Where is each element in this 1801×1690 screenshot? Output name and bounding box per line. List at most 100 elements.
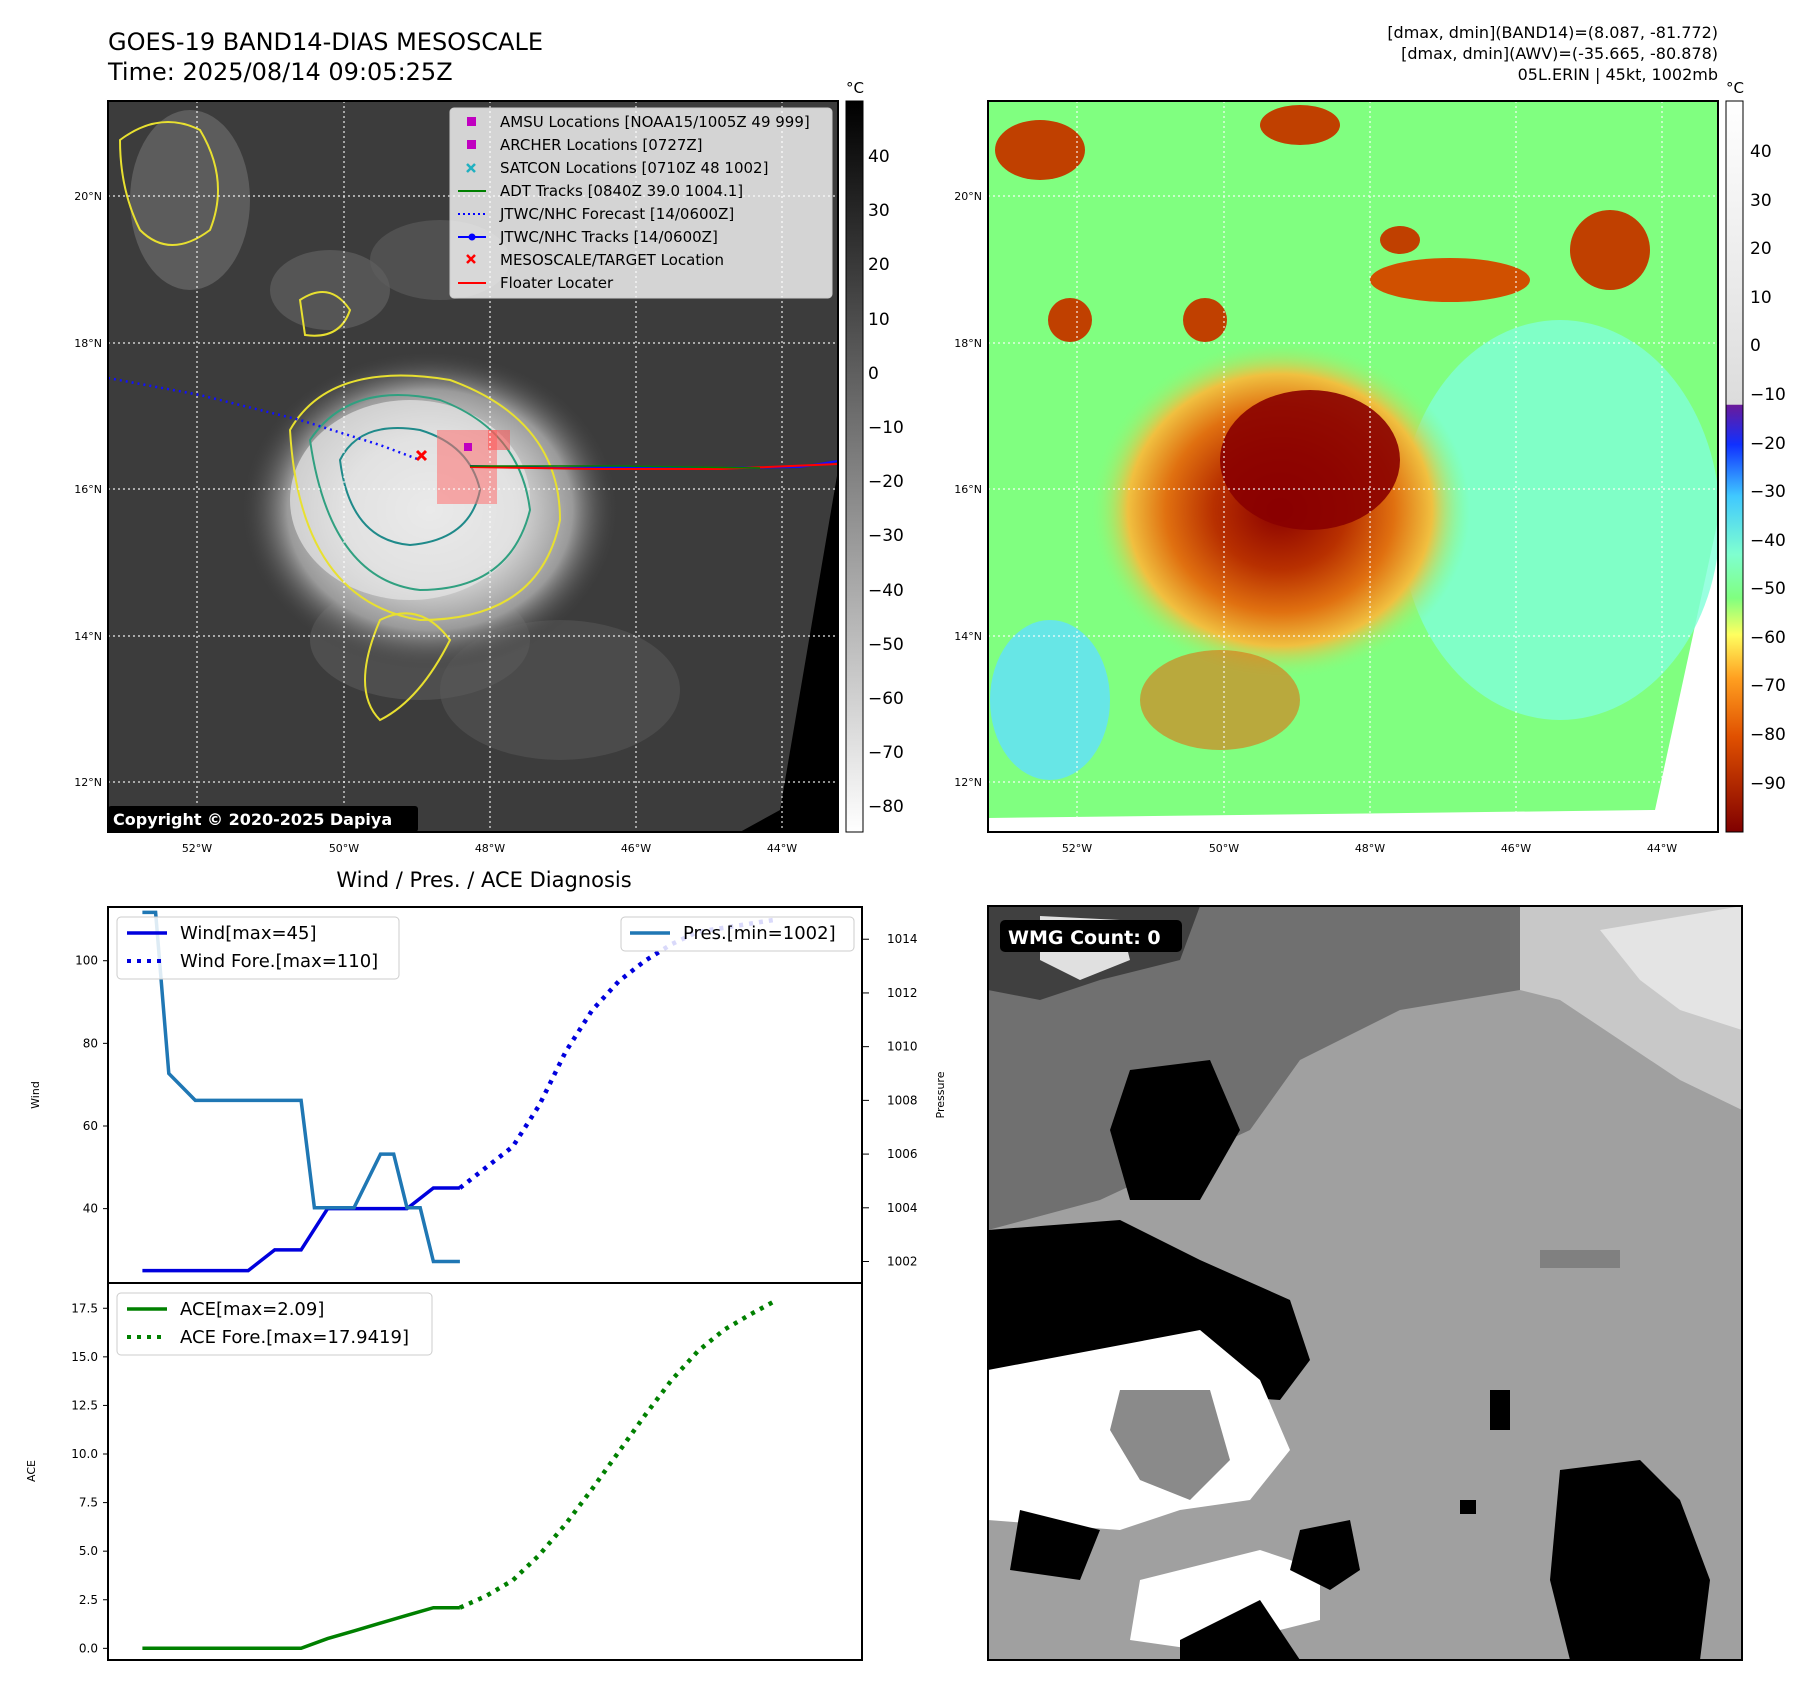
figure-time: Time: 2025/08/14 09:05:25Z	[107, 58, 453, 86]
svg-text:20°N: 20°N	[74, 190, 102, 203]
ace-ticks: 0.0 2.5 5.0 7.5 10.0 12.5 15.0 17.5	[71, 1301, 108, 1655]
target-marker	[415, 449, 428, 462]
svg-text:46°W: 46°W	[621, 842, 651, 855]
ir-lon-labels: 52°W 50°W 48°W 46°W 44°W	[182, 842, 797, 855]
ace-tick-15: 15.0	[71, 1350, 98, 1364]
pressure-legend: Pres.[min=1002]	[620, 916, 855, 952]
svg-text:10: 10	[1750, 288, 1772, 308]
forecast-track-line	[107, 376, 421, 462]
ace-tick-17.5: 17.5	[71, 1301, 98, 1315]
ace-legend: ACE[max=2.09] ACE Fore.[max=17.9419]	[116, 1292, 433, 1356]
svg-text:−40: −40	[1750, 531, 1786, 551]
svg-text:−10: −10	[1750, 385, 1786, 405]
svg-text:12°N: 12°N	[74, 776, 102, 789]
svg-text:18°N: 18°N	[954, 337, 982, 350]
ace-axis-label: ACE	[25, 1460, 38, 1482]
svg-text:−50: −50	[1750, 579, 1786, 599]
legend-adt: ADT Tracks [0840Z 39.0 1004.1]	[500, 182, 743, 200]
legend-floater: Floater Locater	[500, 274, 614, 292]
wind-axis-label: Wind	[29, 1081, 42, 1109]
svg-text:−10: −10	[868, 418, 904, 438]
pres-tick-1002: 1002	[887, 1255, 918, 1269]
figure-title: GOES-19 BAND14-DIAS MESOSCALE	[108, 28, 543, 56]
storm-info: 05L.ERIN | 45kt, 1002mb	[1518, 65, 1718, 84]
svg-text:52°W: 52°W	[1062, 842, 1092, 855]
svg-text:44°W: 44°W	[767, 842, 797, 855]
wmg-count: WMG Count: 0	[1008, 927, 1161, 949]
awv-colorbar-unit: °C	[1726, 79, 1744, 97]
adt-track-line	[470, 465, 761, 469]
svg-text:12°N: 12°N	[954, 776, 982, 789]
svg-text:−60: −60	[1750, 628, 1786, 648]
legend-ace: ACE[max=2.09]	[180, 1299, 324, 1320]
svg-text:−40: −40	[868, 581, 904, 601]
svg-text:−20: −20	[868, 472, 904, 492]
legend-archer-icon	[467, 140, 476, 149]
wind-tick-40: 40	[83, 1202, 98, 1216]
svg-text:16°N: 16°N	[74, 483, 102, 496]
legend-tracks: JTWC/NHC Tracks [14/0600Z]	[499, 228, 718, 246]
svg-text:−70: −70	[1750, 676, 1786, 696]
svg-text:0: 0	[868, 364, 879, 384]
legend-target: MESOSCALE/TARGET Location	[500, 251, 724, 269]
svg-text:40: 40	[1750, 142, 1772, 162]
diagnosis-title: Wind / Pres. / ACE Diagnosis	[336, 868, 631, 892]
svg-text:40: 40	[868, 147, 890, 167]
legend-target-icon	[466, 254, 476, 264]
awv-lon-labels: 52°W 50°W 48°W 46°W 44°W	[1062, 842, 1677, 855]
svg-text:−70: −70	[868, 743, 904, 763]
svg-text:14°N: 14°N	[954, 630, 982, 643]
svg-text:0: 0	[1750, 336, 1761, 356]
awv-lat-labels: 20°N 18°N 16°N 14°N 12°N	[954, 190, 982, 789]
svg-text:50°W: 50°W	[329, 842, 359, 855]
wind-legend: Wind[max=45] Wind Fore.[max=110]	[116, 916, 400, 980]
ace-tick-0: 0.0	[79, 1641, 98, 1655]
legend-ace-fore: ACE Fore.[max=17.9419]	[180, 1327, 409, 1348]
svg-text:−90: −90	[1750, 774, 1786, 794]
svg-text:48°W: 48°W	[1355, 842, 1385, 855]
svg-text:−60: −60	[868, 689, 904, 709]
svg-text:30: 30	[868, 201, 890, 221]
awv-map-panel: 20°N 18°N 16°N 14°N 12°N 52°W 50°W 48°W …	[954, 79, 1786, 855]
wmg-panel: WMG Count: 0	[987, 905, 1743, 1661]
legend-archer: ARCHER Locations [0727Z]	[500, 136, 703, 154]
ace-tick-12.5: 12.5	[71, 1398, 98, 1412]
pres-tick-1008: 1008	[887, 1093, 918, 1107]
legend-forecast: JTWC/NHC Forecast [14/0600Z]	[499, 205, 734, 223]
svg-text:20°N: 20°N	[954, 190, 982, 203]
svg-text:16°N: 16°N	[954, 483, 982, 496]
ace-tick-10: 10.0	[71, 1447, 98, 1461]
amsu-marker	[464, 443, 472, 451]
wind-tick-60: 60	[83, 1119, 98, 1133]
wmg-badge	[1000, 920, 1182, 952]
legend-satcon-icon	[466, 163, 476, 173]
pres-tick-1006: 1006	[887, 1147, 918, 1161]
ir-map-panel: AMSU Locations [NOAA15/1005Z 49 999] ARC…	[74, 79, 904, 855]
ir-lat-labels: 20°N 18°N 16°N 14°N 12°N	[74, 190, 102, 789]
svg-text:−80: −80	[868, 797, 904, 817]
ace-tick-7.5: 7.5	[79, 1496, 98, 1510]
svg-text:10: 10	[868, 310, 890, 330]
ace-chart: ACE 0.0 2.5 5.0 7.5 10.0 12.5 15.0 17.5 …	[25, 1282, 863, 1661]
svg-text:−50: −50	[868, 635, 904, 655]
legend-satcon: SATCON Locations [0710Z 48 1002]	[500, 159, 768, 177]
svg-text:50°W: 50°W	[1209, 842, 1239, 855]
legend-pres: Pres.[min=1002]	[683, 923, 836, 944]
svg-text:30: 30	[1750, 191, 1772, 211]
svg-text:44°W: 44°W	[1647, 842, 1677, 855]
svg-text:−30: −30	[1750, 482, 1786, 502]
awv-stats: [dmax, dmin](AWV)=(-35.665, -80.878)	[1401, 44, 1718, 63]
legend-wind: Wind[max=45]	[180, 923, 317, 944]
pres-tick-1004: 1004	[887, 1201, 918, 1215]
ace-tick-2.5: 2.5	[79, 1593, 98, 1607]
pres-tick-1014: 1014	[887, 932, 918, 946]
svg-text:−30: −30	[868, 526, 904, 546]
svg-text:48°W: 48°W	[475, 842, 505, 855]
svg-text:−20: −20	[1750, 434, 1786, 454]
svg-text:14°N: 14°N	[74, 630, 102, 643]
pres-tick-1010: 1010	[887, 1040, 918, 1054]
svg-text:20: 20	[1750, 239, 1772, 259]
svg-text:52°W: 52°W	[182, 842, 212, 855]
pres-tick-1012: 1012	[887, 986, 918, 1000]
svg-text:−80: −80	[1750, 725, 1786, 745]
